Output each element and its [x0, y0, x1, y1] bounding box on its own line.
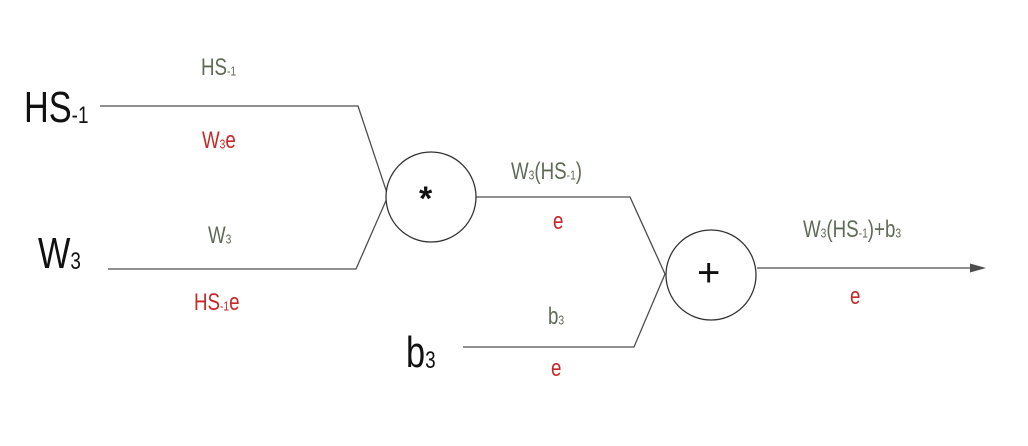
forward-label-product-edge: W3(HS-1): [511, 158, 583, 185]
gradient-label-output-edge: e: [850, 283, 861, 310]
add-node: [665, 229, 757, 321]
gradient-label-b-edge: e: [551, 355, 562, 382]
gradient-label-hs-edge: W3e: [202, 127, 236, 154]
forward-label-hs-edge: HS-1: [201, 54, 237, 81]
wire-b-to-add: [463, 273, 666, 348]
input-label-b: b3: [406, 328, 436, 377]
output-arrowhead: [970, 263, 986, 273]
forward-label-b-edge: b3: [548, 303, 565, 330]
forward-label-w-edge: W3: [208, 222, 232, 249]
wire-w-to-multiply: [108, 195, 389, 270]
wire-hs-to-multiply: [100, 105, 389, 197]
multiply-node: [385, 151, 477, 243]
wire-multiply-to-add: [475, 196, 666, 275]
input-label-hs: HS-1: [24, 83, 89, 132]
multiply-symbol: *: [419, 180, 433, 218]
gradient-label-w-edge: HS-1e: [194, 289, 240, 316]
forward-label-output-edge: W3(HS-1)+b3: [803, 216, 902, 243]
add-symbol: +: [697, 251, 721, 295]
gradient-label-product-edge: e: [553, 208, 564, 235]
input-label-w: W3: [38, 229, 81, 278]
